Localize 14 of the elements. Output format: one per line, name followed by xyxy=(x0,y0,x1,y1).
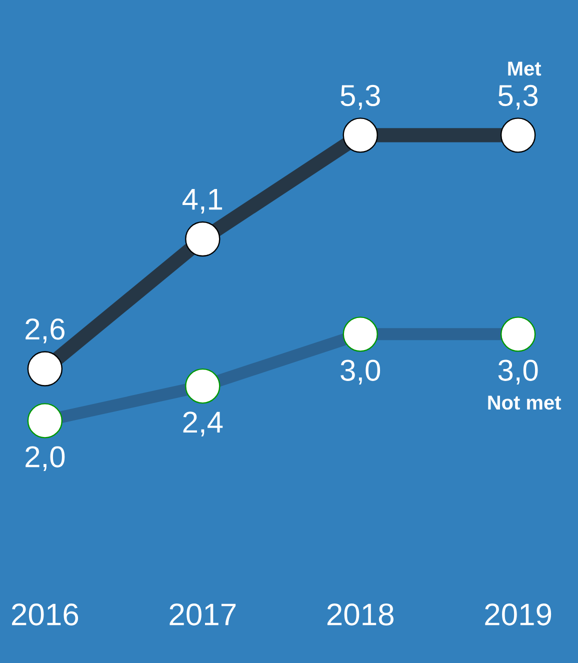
data-label: 3,0 xyxy=(340,360,380,384)
text: Not met xyxy=(488,396,562,410)
data-label: 2,6 xyxy=(26,318,64,344)
data-label: 2,4 xyxy=(183,412,223,436)
x-tick-label: 2018 xyxy=(327,604,394,626)
text: Met xyxy=(508,62,542,76)
x-tick-label: 2017 xyxy=(170,604,236,626)
data-label: 5,3 xyxy=(498,84,538,110)
data-label: 2,0 xyxy=(26,446,65,472)
x-tick-label: 2019 xyxy=(485,604,552,626)
data-label: 3,0 xyxy=(498,360,538,384)
data-label: 4,1 xyxy=(182,189,222,214)
x-tick-label: 2016 xyxy=(12,604,78,626)
data-label: 5,3 xyxy=(340,84,380,110)
